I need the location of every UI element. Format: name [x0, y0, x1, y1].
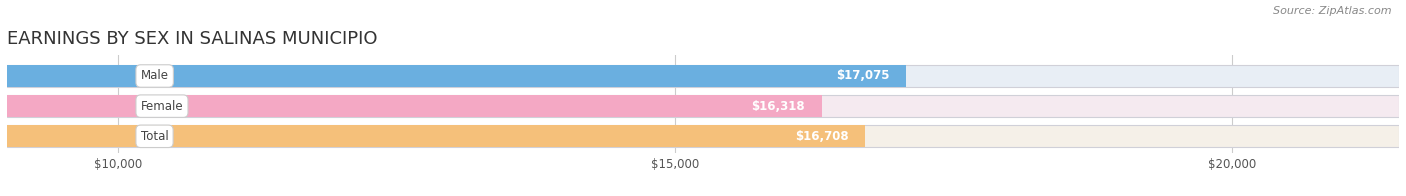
Text: $16,708: $16,708	[794, 130, 849, 143]
Bar	[7, 95, 1399, 117]
Bar	[7, 125, 1399, 147]
Text: Male: Male	[141, 70, 169, 83]
Bar	[7, 125, 865, 147]
Text: $16,318: $16,318	[752, 100, 806, 113]
Text: Total: Total	[141, 130, 169, 143]
Text: $17,075: $17,075	[837, 70, 890, 83]
Bar	[7, 65, 907, 87]
Text: Source: ZipAtlas.com: Source: ZipAtlas.com	[1274, 6, 1392, 16]
Text: EARNINGS BY SEX IN SALINAS MUNICIPIO: EARNINGS BY SEX IN SALINAS MUNICIPIO	[7, 30, 378, 48]
Bar	[7, 65, 1399, 87]
Bar	[7, 95, 823, 117]
Text: Female: Female	[141, 100, 183, 113]
